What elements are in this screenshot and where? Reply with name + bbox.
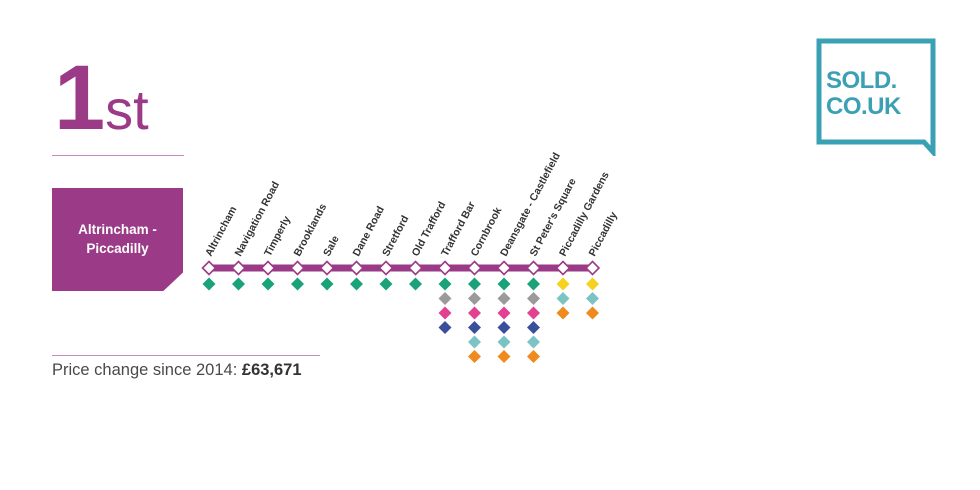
line-pink-marker: [438, 306, 452, 320]
line-navy-marker: [468, 321, 481, 334]
station-marker: [230, 260, 247, 276]
sold-logo: SOLD. CO.UK: [816, 38, 936, 159]
line-green-marker: [232, 277, 245, 291]
station-marker: [319, 260, 335, 276]
line-orange-marker: [497, 350, 511, 363]
rank-heading: 1st: [54, 52, 149, 144]
line-teal-marker: [586, 292, 599, 305]
rank-number: 1: [54, 47, 105, 149]
station-marker: [201, 260, 217, 276]
station-marker: [260, 260, 276, 276]
line-pink-marker: [497, 306, 511, 320]
line-navy-marker: [527, 321, 540, 334]
line-teal-marker: [527, 335, 540, 349]
line-teal-marker: [556, 292, 570, 305]
station-label: Sale: [321, 234, 342, 259]
route-title-line2: Piccadilly: [86, 240, 149, 256]
route-title-line1: Altrincham -: [78, 222, 157, 238]
line-pink-marker: [468, 306, 481, 320]
line-green-marker: [291, 277, 304, 291]
line-grey-marker: [468, 292, 481, 305]
route-title: Altrincham - Piccadilly: [63, 221, 173, 257]
bottom-divider: [52, 355, 320, 356]
line-pink-marker: [527, 306, 540, 320]
line-teal-marker: [468, 335, 481, 349]
line-green-marker: [320, 277, 334, 291]
logo-line2: CO.UK: [826, 93, 901, 120]
line-green-marker: [409, 277, 422, 291]
line-orange-marker: [527, 350, 540, 363]
line-yellow-marker: [556, 277, 570, 291]
price-value: £63,671: [241, 361, 302, 379]
station-marker: [525, 260, 542, 276]
station-marker: [496, 260, 512, 276]
station-marker: [407, 260, 424, 276]
line-green-marker: [350, 277, 363, 291]
logo-frame-icon: [816, 38, 936, 159]
line-grey-marker: [527, 292, 540, 305]
price-label: Price change since 2014:: [52, 361, 238, 379]
line-green-marker: [261, 277, 275, 291]
station-marker: [437, 260, 453, 276]
line-grey-marker: [497, 292, 511, 305]
line-grey-marker: [438, 292, 452, 305]
logo-text: SOLD. CO.UK: [826, 68, 926, 120]
line-green-marker: [202, 277, 216, 291]
station-marker: [466, 260, 483, 276]
line-teal-marker: [497, 335, 511, 349]
station-marker: [555, 260, 571, 276]
line-green-marker: [438, 277, 452, 291]
line-navy-marker: [497, 321, 511, 334]
station-marker: [378, 260, 394, 276]
station-marker: [348, 260, 365, 276]
line-green-marker: [468, 277, 481, 291]
station-label: Piccadilly: [587, 210, 620, 259]
station-label: Stretford: [380, 214, 411, 259]
line-orange-marker: [586, 306, 599, 320]
line-navy-marker: [438, 321, 452, 334]
line-green-marker: [497, 277, 511, 291]
line-yellow-marker: [586, 277, 599, 291]
top-divider: [52, 155, 184, 156]
route-badge: Altrincham - Piccadilly: [52, 188, 183, 291]
line-orange-marker: [468, 350, 481, 363]
line-green-marker: [527, 277, 540, 291]
station-label: Timperly: [262, 214, 293, 258]
line-green-marker: [379, 277, 393, 291]
station-marker: [289, 260, 306, 276]
station-marker: [584, 260, 601, 276]
line-orange-marker: [556, 306, 570, 320]
logo-line1: SOLD.: [826, 67, 897, 94]
price-change: Price change since 2014: £63,671: [52, 361, 302, 380]
rank-suffix: st: [105, 78, 149, 141]
